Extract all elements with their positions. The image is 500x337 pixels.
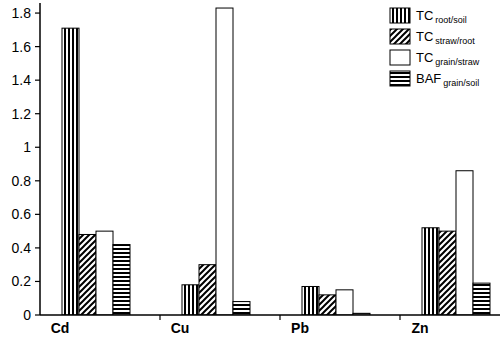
- x-tick: [399, 315, 400, 320]
- x-tick-label: Pb: [291, 320, 309, 336]
- bar: [456, 171, 473, 315]
- y-tick: [35, 214, 40, 215]
- bar: [216, 8, 233, 315]
- y-tick: [35, 314, 40, 315]
- bar: [422, 228, 439, 315]
- x-tick-label: Cu: [171, 320, 190, 336]
- x-tick-label: Zn: [411, 320, 428, 336]
- y-tick-label: 0.6: [12, 206, 32, 222]
- bar: [62, 28, 79, 315]
- y-tick: [35, 247, 40, 248]
- y-tick-label: 1.8: [12, 5, 32, 21]
- bar: [233, 302, 250, 315]
- bar: [199, 265, 216, 315]
- bar: [319, 295, 336, 315]
- bars: [62, 8, 490, 315]
- y-tick: [35, 113, 40, 114]
- y-tick-label: 1: [23, 139, 31, 155]
- bar: [473, 283, 490, 315]
- bar: [113, 245, 130, 315]
- x-tick: [279, 315, 280, 320]
- legend-swatch: [390, 71, 410, 86]
- y-tick-label: 0.8: [12, 173, 32, 189]
- legend-label: TCgrain/straw: [416, 50, 480, 67]
- y-tick: [35, 281, 40, 282]
- y-tick-label: 1.2: [12, 106, 32, 122]
- y-tick: [35, 147, 40, 148]
- legend: TCroot/soil TCstraw/root TCgrain/straw BAFg…: [390, 8, 480, 88]
- x-tick: [159, 315, 160, 320]
- y-axis: [39, 3, 41, 315]
- y-tick-label: 0.2: [12, 273, 32, 289]
- legend-swatch: [390, 29, 410, 44]
- legend-label: BAFgrain/soil: [416, 71, 479, 88]
- y-tick: [35, 12, 40, 13]
- bar: [182, 285, 199, 315]
- bar: [79, 234, 96, 315]
- y-tick: [35, 180, 40, 181]
- x-tick-label: Cd: [51, 320, 70, 336]
- bar: [439, 231, 456, 315]
- bar: [302, 286, 319, 315]
- legend-swatch: [390, 50, 410, 65]
- y-tick-label: 0.4: [12, 240, 32, 256]
- bar: [96, 231, 113, 315]
- chart: 0 0.2 0.4 0.6 0.8 1 1.2 1.4 1.6 1.8 Cd Cu Pb Zn TCroot…: [0, 0, 500, 337]
- y-tick: [35, 80, 40, 81]
- legend-label: TCroot/soil: [416, 8, 467, 25]
- y-tick-label: 0: [23, 307, 31, 323]
- y-tick-label: 1.6: [12, 39, 32, 55]
- bar: [336, 290, 353, 315]
- y-tick-label: 1.4: [12, 72, 32, 88]
- legend-swatch: [390, 8, 410, 23]
- y-tick: [35, 46, 40, 47]
- legend-label: TCstraw/root: [416, 29, 475, 46]
- x-axis: [40, 314, 500, 316]
